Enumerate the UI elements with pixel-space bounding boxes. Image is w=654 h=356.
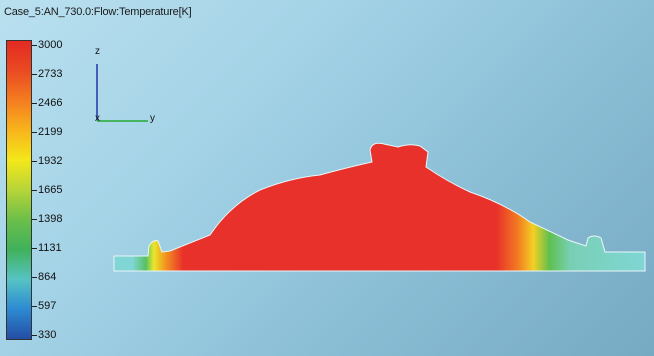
combustion-region-shape [113,142,646,272]
legend-tick [32,45,37,46]
y-axis-label: y [150,113,155,124]
legend-tick [32,74,37,75]
coordinate-triad: z y x [80,40,180,140]
legend-tick-label: 1932 [38,155,63,167]
legend-tick-label: 864 [38,271,57,283]
legend-tick [32,277,37,278]
legend-tick-label: 1131 [38,242,62,254]
legend-tick [32,335,37,336]
legend-tick-label: 597 [38,300,57,312]
legend-tick-label: 2466 [38,97,63,109]
legend-tick [32,132,37,133]
legend-tick-label: 1398 [38,213,63,225]
legend-tick [32,248,37,249]
legend-tick [32,190,37,191]
legend-tick-label: 3000 [38,39,63,51]
legend-tick [32,103,37,104]
legend-tick-label: 330 [38,329,57,341]
legend-tick-label: 1665 [38,184,63,196]
triad-svg [96,64,148,122]
x-axis-label: x [95,113,100,124]
result-title: Case_5:AN_730.0:Flow:Temperature[K] [4,6,192,18]
legend-tick [32,219,37,220]
z-axis-label: z [95,46,100,57]
legend-tick-label: 2733 [38,68,63,80]
legend-tick [32,306,37,307]
legend-tick-label: 2199 [38,126,63,138]
legend-tick [32,161,37,162]
color-legend-bar [6,40,32,340]
